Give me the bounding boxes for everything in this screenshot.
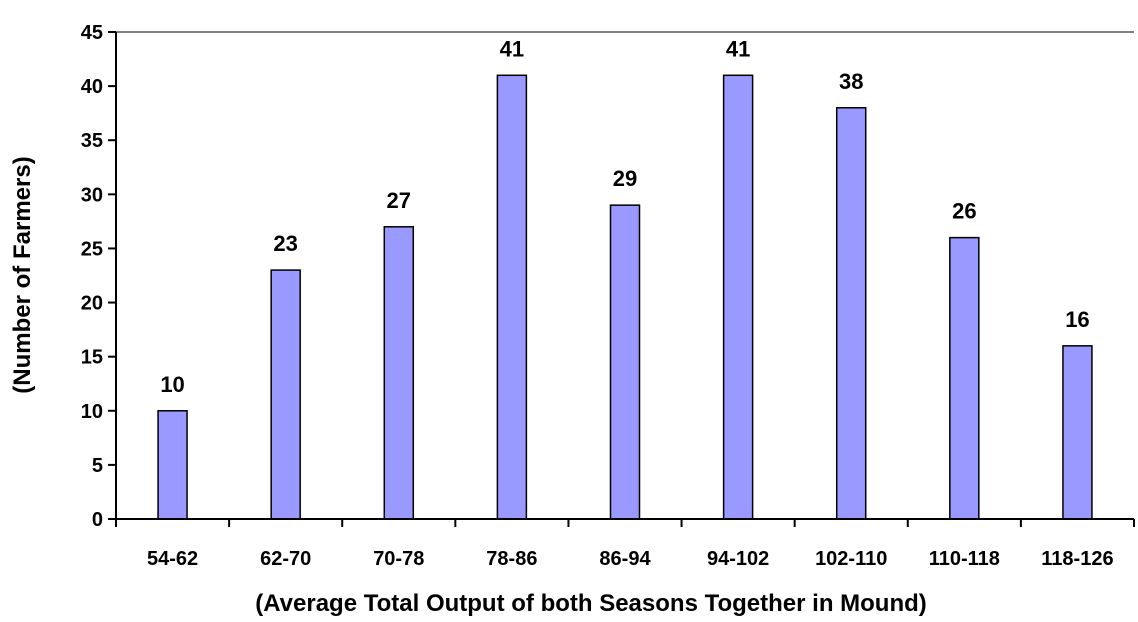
y-tick-label: 10 (81, 401, 103, 423)
bar (722, 74, 754, 520)
x-tick-label: 86-94 (599, 548, 651, 570)
data-label: 16 (1065, 307, 1089, 332)
y-axis-title: (Number of Farmers) (9, 156, 36, 393)
data-label: 23 (273, 231, 297, 256)
x-tick-label: 102-110 (815, 548, 887, 570)
y-tick-label: 0 (92, 509, 103, 531)
x-tick-label: 78-86 (486, 548, 537, 570)
y-tick-label: 45 (81, 22, 103, 44)
y-tick-label: 35 (81, 130, 103, 152)
y-tick-label: 30 (81, 184, 103, 206)
bar (949, 236, 980, 520)
y-tick-label: 40 (81, 76, 103, 98)
x-tick-label: 94-102 (707, 548, 769, 570)
data-label: 29 (613, 166, 637, 191)
y-axis: 0 5 10 15 20 25 30 35 40 45 (81, 22, 117, 531)
x-tick-label: 118-126 (1041, 548, 1113, 570)
x-axis-title: (Average Total Output of both Seasons To… (255, 590, 927, 617)
bar (835, 107, 867, 520)
x-tick-label: 54-62 (147, 548, 198, 570)
data-label: 41 (500, 36, 524, 61)
x-tick-label: 110-118 (929, 548, 1000, 570)
data-label: 26 (952, 199, 976, 224)
bar (270, 269, 301, 520)
y-tick-label: 25 (81, 238, 103, 260)
bar (609, 204, 641, 520)
y-tick-label: 20 (81, 293, 103, 315)
x-axis: 54-62 62-70 70-78 78-86 86-94 94-102 102-110 11… (115, 518, 1135, 570)
bar (157, 410, 188, 520)
y-tick-label: 15 (81, 347, 103, 369)
x-tick-label: 62-70 (260, 548, 311, 570)
data-label: 41 (726, 36, 750, 61)
y-tick-label: 5 (92, 455, 103, 477)
bar (1062, 345, 1093, 520)
bar (383, 226, 415, 520)
data-label: 27 (387, 188, 411, 213)
data-label: 10 (160, 372, 184, 397)
bars-group (157, 74, 1093, 520)
data-labels-group: 10 23 27 41 29 41 38 26 16 (160, 36, 1089, 396)
bar (496, 74, 528, 520)
data-label: 38 (839, 69, 863, 94)
x-tick-label: 70-78 (373, 548, 424, 570)
